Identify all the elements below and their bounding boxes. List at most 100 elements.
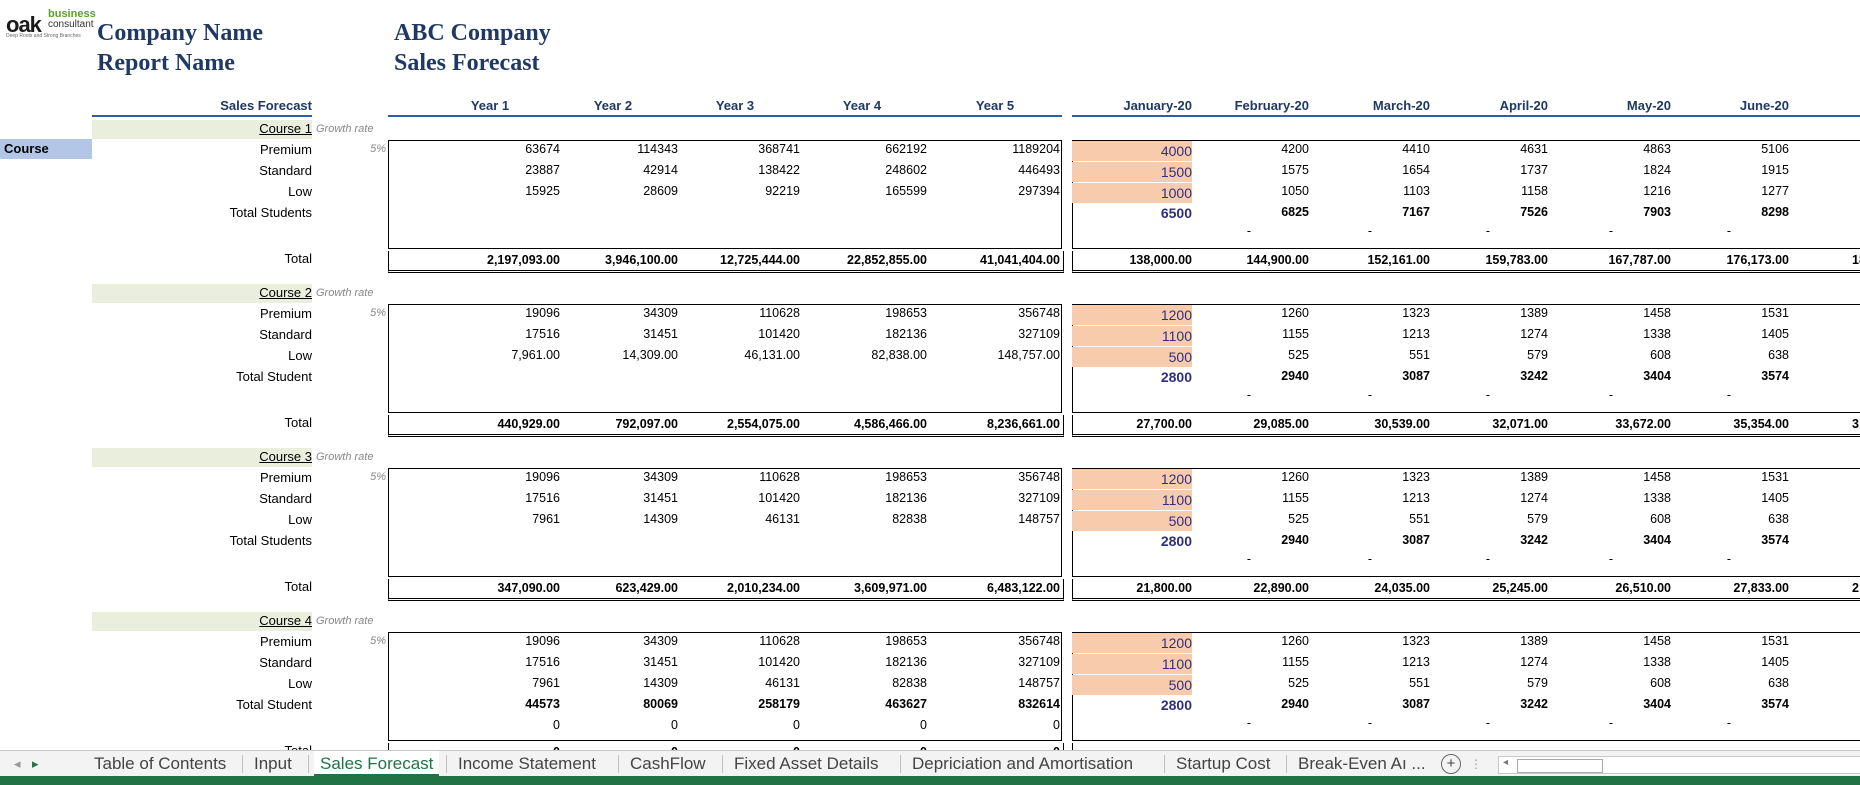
month-total-cell[interactable]: 152,161.00 (1367, 253, 1430, 267)
year-total-cell[interactable]: 623,429.00 (615, 581, 678, 595)
year-total-cell[interactable]: 792,097.00 (615, 417, 678, 431)
month-cell[interactable]: 1274 (1520, 655, 1548, 669)
year-cell[interactable]: 82838 (892, 512, 927, 526)
year-cell[interactable]: 34309 (643, 306, 678, 320)
month-cell[interactable]: 638 (1768, 512, 1789, 526)
year-cell[interactable]: 463627 (885, 697, 927, 711)
input-cell[interactable]: 4000 (1072, 141, 1192, 161)
month-cell[interactable]: 608 (1650, 348, 1671, 362)
month-cell[interactable]: 3242 (1520, 697, 1548, 711)
month-cell[interactable]: 3087 (1402, 369, 1430, 383)
year-cell[interactable]: 356748 (1018, 470, 1060, 484)
year-cell[interactable]: 46,131.00 (744, 348, 800, 362)
side-course-cell[interactable]: Course (0, 139, 92, 159)
year-cell[interactable]: 101420 (758, 655, 800, 669)
month-cell[interactable]: 3574 (1761, 697, 1789, 711)
year-cell[interactable]: 14309 (643, 512, 678, 526)
month-cell[interactable]: 1458 (1643, 634, 1671, 648)
year-cell[interactable]: 198653 (885, 306, 927, 320)
month-total-cell[interactable]: 27,700.00 (1136, 417, 1192, 431)
year-cell[interactable]: 7961 (532, 512, 560, 526)
month-cell[interactable]: 1389 (1520, 470, 1548, 484)
year-cell[interactable]: 44573 (525, 697, 560, 711)
year-cell[interactable]: 19096 (525, 470, 560, 484)
month-cell[interactable]: 2940 (1281, 533, 1309, 547)
month-cell[interactable]: 1458 (1643, 470, 1671, 484)
month-cell[interactable]: 3087 (1402, 533, 1430, 547)
year-cell[interactable]: 832614 (1018, 697, 1060, 711)
month-cell[interactable]: 1389 (1520, 634, 1548, 648)
year-cell[interactable]: 248602 (885, 163, 927, 177)
month-cell[interactable]: 638 (1768, 348, 1789, 362)
month-total-cell[interactable]: 30,539.00 (1374, 417, 1430, 431)
month-total-cell[interactable]: 35,354.00 (1733, 417, 1789, 431)
input-cell[interactable]: 500 (1072, 347, 1192, 367)
month-cell[interactable]: 2940 (1281, 697, 1309, 711)
sheet-tab[interactable]: Sales Forecast (314, 751, 440, 777)
sheet-tab[interactable]: Fixed Asset Details (734, 754, 879, 773)
year-total-cell[interactable]: 3,609,971.00 (854, 581, 927, 595)
input-cell[interactable]: 1000 (1072, 183, 1192, 203)
month-total-cell[interactable]: 159,783.00 (1485, 253, 1548, 267)
year-cell[interactable]: 31451 (643, 491, 678, 505)
course-title[interactable]: Course 1 (259, 121, 312, 136)
growth-rate-value[interactable]: 5% (370, 471, 386, 483)
month-cell[interactable]: 579 (1527, 676, 1548, 690)
year-cell[interactable]: 356748 (1018, 306, 1060, 320)
year-cell[interactable]: 0 (671, 718, 678, 732)
month-cell[interactable]: 1213 (1402, 491, 1430, 505)
year-cell[interactable]: 80069 (643, 697, 678, 711)
month-total-cell[interactable]: 27,833.00 (1733, 581, 1789, 595)
year-total-cell[interactable]: 347,090.00 (497, 581, 560, 595)
year-total-cell[interactable]: 2,010,234.00 (727, 581, 800, 595)
year-cell[interactable]: 82838 (892, 676, 927, 690)
month-cell[interactable]: 1274 (1520, 327, 1548, 341)
course-title[interactable]: Course 4 (259, 613, 312, 628)
add-sheet-icon[interactable]: + (1441, 754, 1461, 774)
month-cell[interactable]: 6500 (1160, 205, 1192, 221)
year-cell[interactable]: 28609 (643, 184, 678, 198)
year-total-cell[interactable]: 22,852,855.00 (847, 253, 927, 267)
year-cell[interactable]: 101420 (758, 327, 800, 341)
year-cell[interactable]: 63674 (525, 142, 560, 156)
month-cell[interactable]: 525 (1288, 512, 1309, 526)
month-cell[interactable]: 2800 (1160, 533, 1192, 549)
year-total-cell[interactable]: 6,483,122.00 (987, 581, 1060, 595)
year-cell[interactable]: 17516 (525, 491, 560, 505)
year-cell[interactable]: 23887 (525, 163, 560, 177)
month-cell[interactable]: 1103 (1403, 184, 1430, 198)
year-cell[interactable]: 17516 (525, 327, 560, 341)
input-cell[interactable]: 500 (1072, 675, 1192, 695)
scroll-left-icon[interactable]: ◂ (1503, 757, 1509, 768)
year-cell[interactable]: 92219 (765, 184, 800, 198)
month-cell[interactable]: 3574 (1761, 369, 1789, 383)
sheet-tab[interactable]: CashFlow (630, 754, 706, 773)
month-cell[interactable]: 1915 (1761, 163, 1789, 177)
month-cell[interactable]: 7167 (1402, 205, 1430, 219)
year-cell[interactable]: 182136 (885, 491, 927, 505)
month-cell[interactable]: 1323 (1402, 470, 1430, 484)
input-cell[interactable]: 1500 (1072, 162, 1192, 182)
month-cell[interactable]: 3404 (1643, 697, 1671, 711)
month-cell[interactable]: 1260 (1281, 306, 1309, 320)
year-total-cell[interactable]: 4,586,466.00 (854, 417, 927, 431)
month-total-cell[interactable]: 26,510.00 (1615, 581, 1671, 595)
year-total-cell[interactable]: 3,946,100.00 (605, 253, 678, 267)
sheet-tab[interactable]: Input (254, 754, 292, 773)
year-cell[interactable]: 7,961.00 (511, 348, 560, 362)
month-cell[interactable]: 1654 (1402, 163, 1430, 177)
year-cell[interactable]: 148757 (1018, 676, 1060, 690)
year-cell[interactable]: 0 (1053, 718, 1060, 732)
month-cell[interactable]: 3087 (1402, 697, 1430, 711)
month-cell[interactable]: 1531 (1761, 306, 1789, 320)
month-cell[interactable]: 2800 (1160, 369, 1192, 385)
year-cell[interactable]: 101420 (758, 491, 800, 505)
year-total-cell[interactable]: 2,554,075.00 (727, 417, 800, 431)
year-cell[interactable]: 0 (793, 718, 800, 732)
month-cell[interactable]: 1405 (1761, 327, 1789, 341)
year-cell[interactable]: 82,838.00 (871, 348, 927, 362)
month-cell[interactable]: 5106 (1761, 142, 1789, 156)
month-cell[interactable]: 1155 (1282, 491, 1309, 505)
sheet-tab[interactable]: Depriciation and Amortisation (912, 754, 1134, 773)
month-cell[interactable]: 1737 (1520, 163, 1548, 177)
